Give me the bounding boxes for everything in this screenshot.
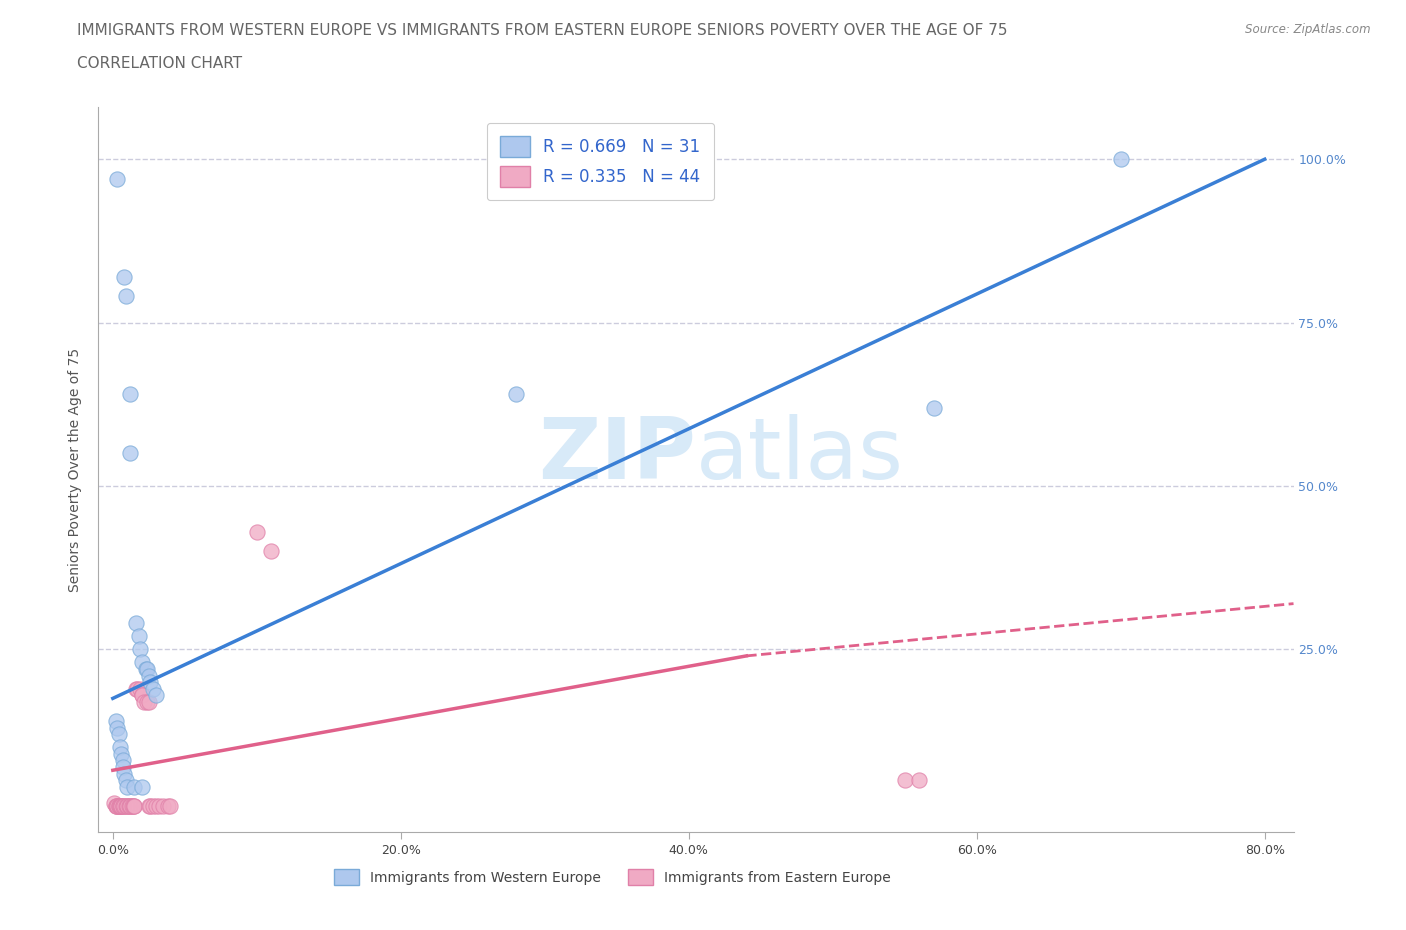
Point [124, 779, 146, 794]
Point [139, 799, 162, 814]
Point [139, 674, 162, 689]
Point [136, 661, 159, 676]
Point [128, 629, 150, 644]
Point [108, 740, 131, 755]
Point [112, 766, 135, 781]
Point [105, 721, 128, 736]
Point [129, 642, 152, 657]
Point [112, 799, 135, 814]
Text: IMMIGRANTS FROM WESTERN EUROPE VS IMMIGRANTS FROM EASTERN EUROPE SENIORS POVERTY: IMMIGRANTS FROM WESTERN EUROPE VS IMMIGR… [77, 23, 1008, 38]
Point [115, 799, 138, 814]
Text: Source: ZipAtlas.com: Source: ZipAtlas.com [1246, 23, 1371, 36]
Point [110, 799, 132, 814]
Point [1109, 152, 1132, 166]
Point [922, 400, 945, 415]
Legend: Immigrants from Western Europe, Immigrants from Eastern Europe: Immigrants from Western Europe, Immigran… [328, 864, 897, 891]
Point [104, 799, 127, 814]
Point [110, 799, 132, 814]
Y-axis label: Seniors Poverty Over the Age of 75: Seniors Poverty Over the Age of 75 [69, 348, 83, 591]
Point [908, 773, 931, 788]
Point [260, 544, 283, 559]
Point [114, 773, 136, 788]
Point [131, 779, 153, 794]
Point [145, 687, 167, 702]
Point [156, 799, 179, 814]
Point [124, 799, 146, 814]
Point [148, 799, 170, 814]
Point [893, 773, 915, 788]
Point [114, 289, 136, 304]
Point [136, 694, 159, 709]
Point [505, 387, 527, 402]
Point [114, 799, 136, 814]
Point [108, 799, 131, 814]
Point [111, 799, 134, 814]
Point [115, 779, 138, 794]
Point [246, 525, 269, 539]
Point [104, 714, 127, 729]
Point [142, 681, 165, 696]
Point [138, 668, 160, 683]
Point [115, 799, 138, 814]
Point [127, 681, 149, 696]
Point [118, 799, 141, 814]
Point [135, 661, 157, 676]
Point [108, 799, 131, 814]
Point [145, 799, 167, 814]
Point [129, 681, 152, 696]
Point [120, 799, 142, 814]
Point [103, 795, 125, 810]
Point [142, 799, 165, 814]
Point [131, 687, 153, 702]
Point [120, 799, 142, 814]
Point [107, 799, 129, 814]
Point [125, 681, 148, 696]
Point [134, 694, 156, 709]
Point [121, 799, 143, 814]
Point [107, 727, 129, 742]
Point [125, 616, 148, 631]
Point [105, 799, 128, 814]
Text: ZIP: ZIP [538, 414, 696, 497]
Point [111, 753, 134, 768]
Point [120, 445, 142, 460]
Point [124, 799, 146, 814]
Point [111, 799, 134, 814]
Point [110, 747, 132, 762]
Point [131, 687, 153, 702]
Point [105, 171, 128, 186]
Point [107, 799, 129, 814]
Point [111, 760, 134, 775]
Point [112, 270, 135, 285]
Point [138, 694, 160, 709]
Text: atlas: atlas [696, 414, 904, 497]
Text: CORRELATION CHART: CORRELATION CHART [77, 56, 242, 71]
Point [620, 165, 643, 179]
Point [159, 799, 181, 814]
Point [120, 387, 142, 402]
Point [122, 799, 145, 814]
Point [104, 799, 127, 814]
Point [138, 799, 160, 814]
Point [105, 799, 128, 814]
Point [152, 799, 174, 814]
Point [131, 655, 153, 670]
